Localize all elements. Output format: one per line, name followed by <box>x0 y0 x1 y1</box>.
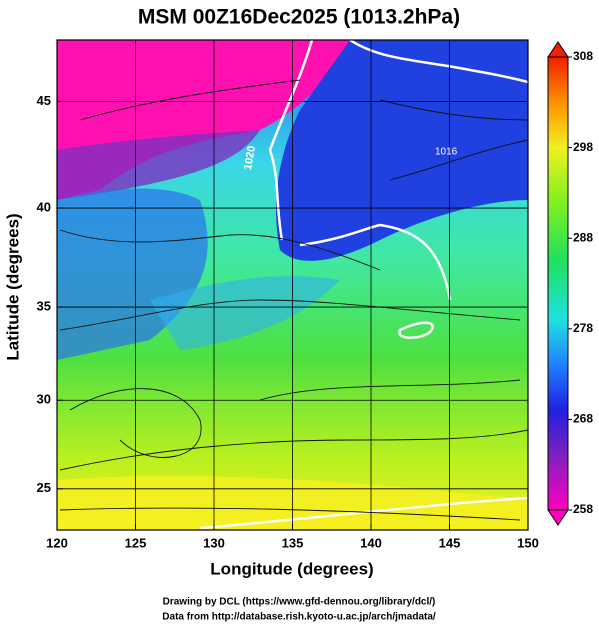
temperature-field <box>57 40 528 530</box>
y-tick-label: 25 <box>37 480 51 495</box>
colorbar-min-arrow <box>547 509 569 526</box>
colorbar <box>547 56 569 511</box>
title: MSM 00Z16Dec2025 (1013.2hPa) <box>138 6 460 29</box>
x-tick-label: 135 <box>282 535 304 550</box>
credit: Data from http://database.rish.kyoto-u.a… <box>162 612 436 623</box>
y-tick-label: 30 <box>37 392 51 407</box>
colorbar-tick-label: 308 <box>573 49 593 63</box>
y-tick-label: 45 <box>37 93 51 108</box>
contour-label: 1020 <box>242 145 258 171</box>
x-tick-label: 150 <box>517 535 539 550</box>
x-axis-label: Longitude (degrees) <box>210 559 373 578</box>
colorbar-tick-label: 268 <box>573 412 593 426</box>
x-tick-label: 140 <box>360 535 382 550</box>
y-tick-label: 35 <box>37 299 51 314</box>
colorbar-tick-label: 298 <box>573 140 593 154</box>
y-axis-label: Latitude (degrees) <box>3 213 22 360</box>
colorbar-tick-label: 278 <box>573 321 593 335</box>
x-tick-label: 130 <box>203 535 225 550</box>
x-tick-label: 145 <box>439 535 461 550</box>
x-tick-label: 125 <box>125 535 147 550</box>
colorbar-tick-label: 258 <box>573 502 593 516</box>
y-tick-label: 40 <box>37 199 51 214</box>
colorbar-tick-label: 288 <box>573 230 593 244</box>
colorbar-max-arrow <box>547 41 569 58</box>
credit: Drawing by DCL (https://www.gfd-dennou.o… <box>163 597 436 608</box>
contour-label: 1016 <box>435 147 458 158</box>
x-tick-label: 120 <box>46 535 68 550</box>
